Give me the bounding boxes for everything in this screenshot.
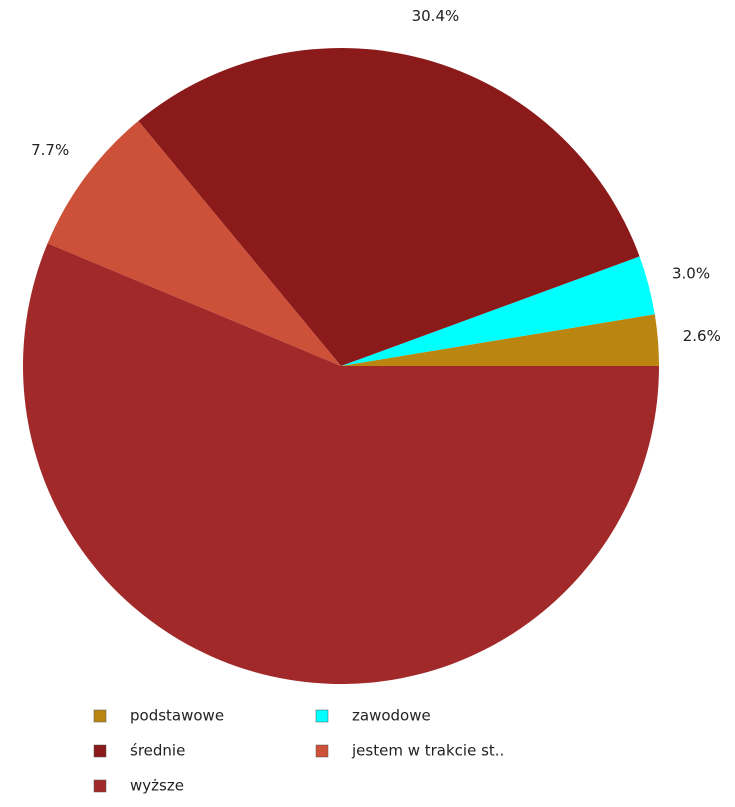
- slice-label: 3.0%: [672, 264, 710, 282]
- slice-label: 2.6%: [683, 327, 721, 345]
- legend-label: zawodowe: [352, 707, 431, 725]
- legend-swatch: [93, 709, 107, 723]
- slice-label: 30.4%: [412, 7, 460, 25]
- pie-slice: [138, 47, 640, 367]
- pie-slice: [47, 120, 342, 366]
- legend-swatch: [315, 709, 329, 723]
- pie-slice: [341, 314, 659, 366]
- legend-label: podstawowe: [130, 707, 224, 725]
- legend-swatch: [93, 779, 107, 793]
- pie-slice: [341, 256, 655, 366]
- slice-label: 7.7%: [31, 141, 69, 159]
- legend-label: wyższe: [130, 777, 184, 795]
- legend-label: średnie: [130, 742, 185, 760]
- pie-slice: [22, 243, 659, 685]
- legend-label: jestem w trakcie st..: [351, 742, 504, 760]
- legend-swatch: [93, 744, 107, 758]
- legend-swatch: [315, 744, 329, 758]
